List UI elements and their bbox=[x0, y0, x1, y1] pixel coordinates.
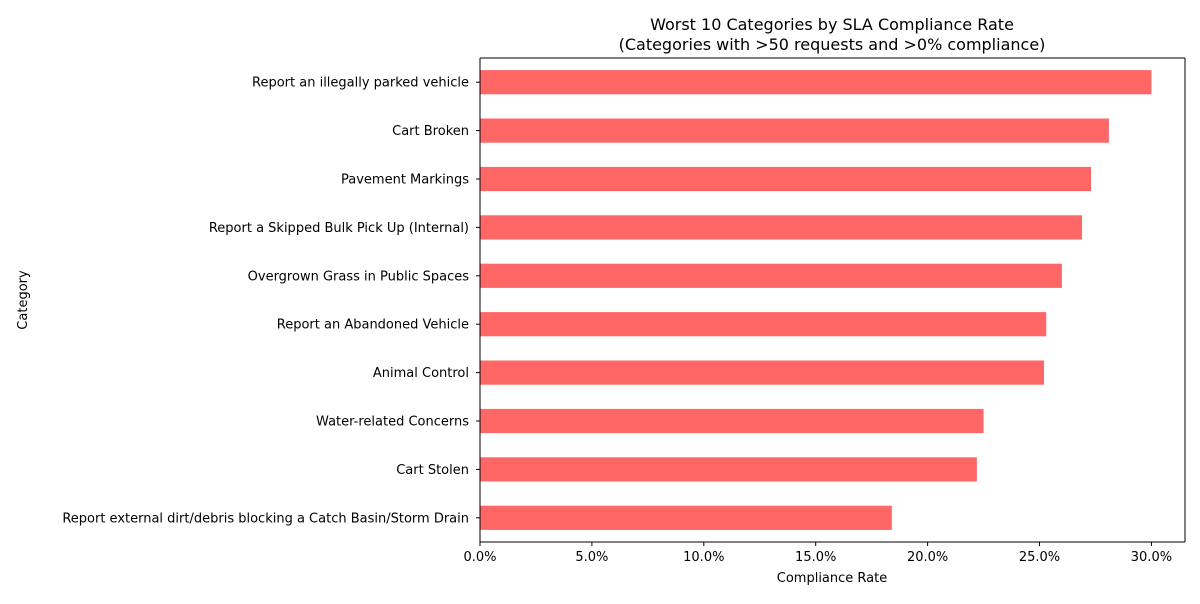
y-tick-label: Overgrown Grass in Public Spaces bbox=[248, 269, 470, 284]
bar bbox=[480, 457, 977, 482]
chart-title: Worst 10 Categories by SLA Compliance Ra… bbox=[650, 15, 1014, 34]
bars-group bbox=[480, 70, 1152, 530]
axes-frame bbox=[479, 57, 1186, 543]
x-tick-label: 10.0% bbox=[683, 550, 724, 565]
bar bbox=[480, 360, 1044, 385]
x-axis-ticks: 0.0% 5.0% 10.0% 15.0% 20.0% 25.0% 30.0% bbox=[463, 542, 1172, 565]
bar bbox=[480, 215, 1083, 240]
x-tick-label: 15.0% bbox=[795, 550, 836, 565]
bar bbox=[480, 118, 1109, 143]
y-tick-label: Report external dirt/debris blocking a C… bbox=[62, 511, 469, 526]
y-axis-label: Category bbox=[16, 270, 31, 330]
x-tick-label: 5.0% bbox=[575, 550, 608, 565]
x-tick-label: 25.0% bbox=[1019, 550, 1060, 565]
chart-subtitle: (Categories with >50 requests and >0% co… bbox=[619, 35, 1046, 54]
y-tick-label: Report a Skipped Bulk Pick Up (Internal) bbox=[209, 221, 469, 236]
y-tick-label: Cart Broken bbox=[392, 124, 469, 139]
x-axis-label: Compliance Rate bbox=[777, 571, 887, 586]
y-tick-label: Water-related Concerns bbox=[316, 415, 469, 430]
bar bbox=[480, 312, 1047, 337]
bar bbox=[480, 70, 1152, 95]
bar bbox=[480, 263, 1062, 288]
x-tick-label: 0.0% bbox=[463, 550, 496, 565]
bar bbox=[480, 166, 1091, 192]
y-tick-label: Animal Control bbox=[373, 366, 469, 381]
bar bbox=[480, 505, 892, 530]
y-tick-label: Cart Stolen bbox=[396, 463, 469, 478]
x-tick-label: 20.0% bbox=[907, 550, 948, 565]
y-axis-ticks: Report an illegally parked vehicle Cart B… bbox=[62, 76, 480, 526]
y-tick-label: Report an illegally parked vehicle bbox=[252, 76, 469, 91]
y-tick-label: Report an Abandoned Vehicle bbox=[277, 318, 469, 333]
x-tick-label: 30.0% bbox=[1131, 550, 1172, 565]
y-tick-label: Pavement Markings bbox=[341, 173, 469, 188]
bar bbox=[480, 408, 984, 434]
